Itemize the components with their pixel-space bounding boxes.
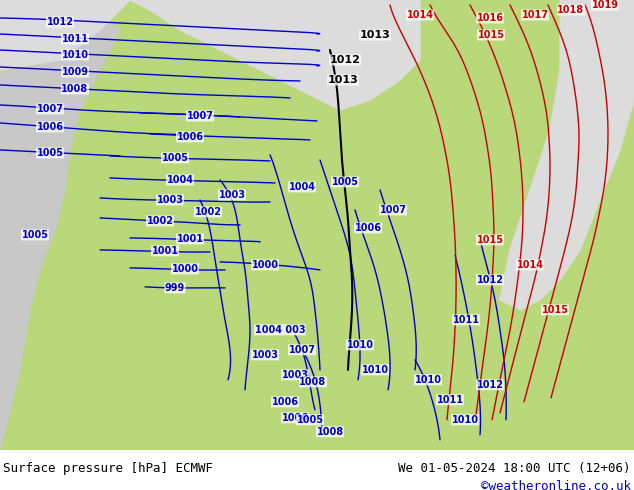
- Text: 999: 999: [165, 283, 185, 293]
- Text: 1001: 1001: [152, 246, 179, 256]
- Text: 1004 003: 1004 003: [255, 325, 306, 335]
- Text: 1006: 1006: [176, 132, 204, 142]
- Text: 1003: 1003: [219, 190, 245, 200]
- Text: 1018: 1018: [557, 5, 585, 15]
- Text: 1006: 1006: [271, 397, 299, 407]
- Text: 1007: 1007: [288, 345, 316, 355]
- Text: 1011: 1011: [61, 34, 89, 44]
- Text: 1014: 1014: [406, 10, 434, 20]
- Text: 1012: 1012: [477, 275, 503, 285]
- Text: 1005: 1005: [332, 177, 358, 187]
- Text: 1001: 1001: [176, 234, 204, 244]
- Text: 1003: 1003: [157, 195, 183, 205]
- Text: 1000: 1000: [172, 264, 198, 274]
- Text: 1006: 1006: [354, 223, 382, 233]
- Text: Surface pressure [hPa] ECMWF: Surface pressure [hPa] ECMWF: [3, 462, 213, 475]
- Text: 1008: 1008: [61, 84, 89, 94]
- Text: 1017: 1017: [522, 10, 548, 20]
- Text: 1005: 1005: [162, 153, 188, 163]
- Text: 1012: 1012: [46, 17, 74, 27]
- Text: 1010: 1010: [361, 365, 389, 375]
- Text: 1010: 1010: [415, 375, 441, 385]
- Text: 1002: 1002: [146, 216, 174, 226]
- Text: 1015: 1015: [477, 235, 503, 245]
- Text: 1010: 1010: [347, 340, 373, 350]
- Text: 1007: 1007: [37, 104, 63, 114]
- Text: 1005: 1005: [37, 148, 63, 158]
- Text: ©weatheronline.co.uk: ©weatheronline.co.uk: [481, 480, 631, 490]
- Text: We 01-05-2024 18:00 UTC (12+06): We 01-05-2024 18:00 UTC (12+06): [399, 462, 631, 475]
- Polygon shape: [0, 0, 130, 70]
- Text: 1013: 1013: [328, 75, 358, 85]
- Text: 1006: 1006: [37, 122, 63, 132]
- Text: 1003: 1003: [252, 350, 278, 360]
- Text: 1000: 1000: [252, 260, 278, 270]
- Text: 1010: 1010: [61, 50, 89, 60]
- Text: 1015: 1015: [541, 305, 569, 315]
- Text: 1003: 1003: [281, 370, 309, 380]
- Text: 1011: 1011: [453, 315, 479, 325]
- Text: 1013: 1013: [359, 30, 391, 40]
- Text: 1008: 1008: [316, 427, 344, 437]
- Text: 1006: 1006: [281, 413, 309, 423]
- Polygon shape: [500, 0, 634, 310]
- Text: 1005: 1005: [297, 415, 323, 425]
- Text: 1008: 1008: [299, 377, 327, 387]
- Text: 1012: 1012: [330, 55, 361, 65]
- Text: 1004: 1004: [288, 182, 316, 192]
- Text: 1015: 1015: [477, 30, 505, 40]
- Polygon shape: [130, 0, 420, 110]
- Text: 1007: 1007: [380, 205, 406, 215]
- Text: 1016: 1016: [477, 13, 503, 23]
- Text: 1019: 1019: [592, 0, 619, 10]
- Polygon shape: [0, 0, 120, 450]
- Text: 1012: 1012: [477, 380, 503, 390]
- Text: 1011: 1011: [436, 395, 463, 405]
- Text: 1004: 1004: [167, 175, 193, 185]
- Text: 1005: 1005: [22, 230, 48, 240]
- Text: 1010: 1010: [451, 415, 479, 425]
- Text: 1014: 1014: [517, 260, 543, 270]
- Text: 1009: 1009: [61, 67, 89, 77]
- Text: 1007: 1007: [186, 111, 214, 121]
- Text: 1002: 1002: [195, 207, 221, 217]
